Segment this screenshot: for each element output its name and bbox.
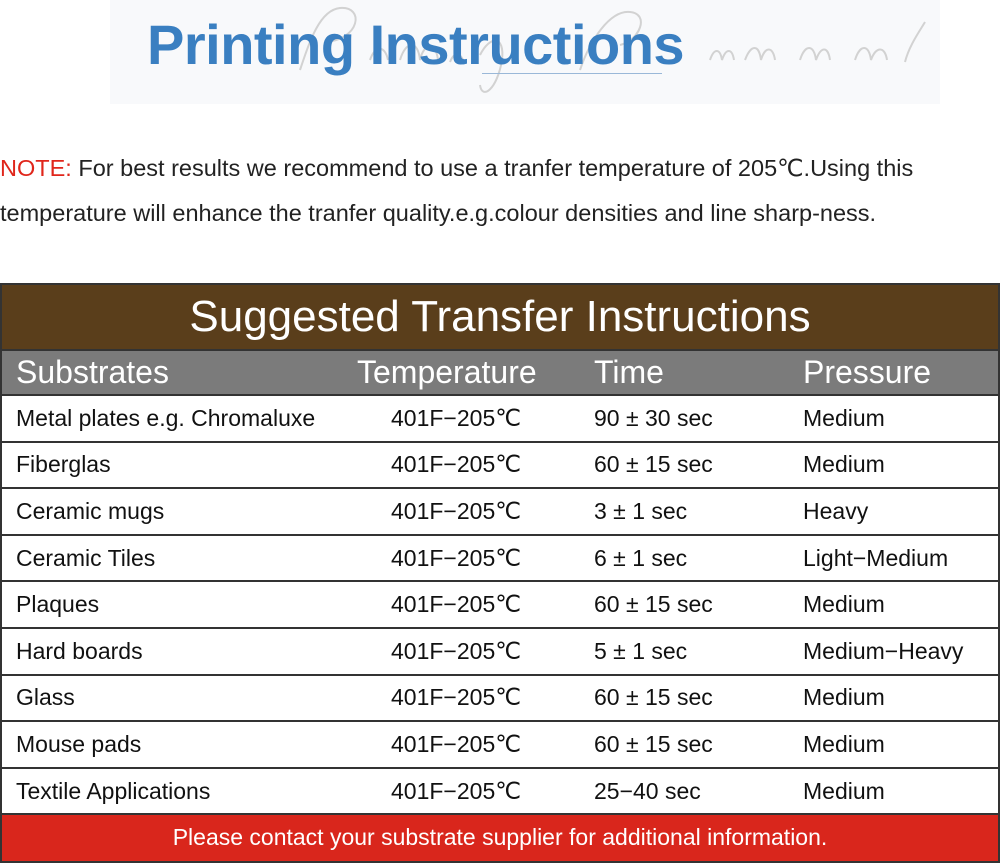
note-label: NOTE: bbox=[0, 155, 72, 181]
pressure-cell: Heavy bbox=[803, 497, 869, 524]
temperature-cell: 401F−205℃ bbox=[391, 730, 522, 757]
pressure-cell: Medium bbox=[803, 404, 885, 431]
table-row: Ceramic mugs 401F−205℃ 3 ± 1 sec Heavy bbox=[2, 489, 998, 536]
title-banner bbox=[110, 0, 940, 104]
table-row: Ceramic Tiles 401F−205℃ 6 ± 1 sec Light−Med… bbox=[2, 536, 998, 583]
time-cell: 60 ± 15 sec bbox=[594, 730, 713, 757]
time-cell: 6 ± 1 sec bbox=[594, 544, 688, 571]
time-cell: 90 ± 30 sec bbox=[594, 404, 713, 431]
substrate-cell: Ceramic mugs bbox=[16, 497, 165, 524]
title-watermark bbox=[299, 6, 926, 93]
substrate-cell: Plaques bbox=[16, 591, 100, 618]
table-row: Metal plates e.g. Chromaluxe 401F−205℃ 90 … bbox=[2, 396, 998, 443]
temperature-cell: 401F−205℃ bbox=[391, 684, 522, 711]
temperature-cell: 401F−205℃ bbox=[391, 637, 522, 664]
table-row: Hard boards 401F−205℃ 5 ± 1 sec Medium−Heav… bbox=[2, 629, 998, 676]
table-row: Plaques 401F−205℃ 60 ± 15 sec Medium bbox=[2, 582, 998, 629]
temperature-cell: 401F−205℃ bbox=[391, 451, 522, 478]
time-cell: 60 ± 15 sec bbox=[594, 684, 713, 711]
substrate-cell: Fiberglas bbox=[16, 451, 111, 478]
time-cell: 25−40 sec bbox=[594, 777, 701, 804]
substrate-cell: Hard boards bbox=[16, 637, 143, 664]
pressure-cell: Medium bbox=[803, 684, 885, 711]
table-body: Metal plates e.g. Chromaluxe 401F−205℃ 90 … bbox=[2, 396, 998, 816]
time-cell: 60 ± 15 sec bbox=[594, 451, 713, 478]
substrate-cell: Glass bbox=[16, 684, 75, 711]
substrate-cell: Metal plates e.g. Chromaluxe bbox=[16, 404, 316, 431]
page-title: Printing Instructions bbox=[147, 13, 685, 76]
temperature-cell: 401F−205℃ bbox=[391, 497, 522, 524]
temperature-cell: 401F−205℃ bbox=[391, 777, 522, 804]
substrate-cell: Textile Applications bbox=[16, 777, 211, 804]
temperature-cell: 401F−205℃ bbox=[391, 591, 522, 618]
pressure-cell: Medium bbox=[803, 591, 885, 618]
column-header: Substrates bbox=[16, 354, 169, 390]
pressure-cell: Medium bbox=[803, 777, 885, 804]
table-row: Fiberglas 401F−205℃ 60 ± 15 sec Medium bbox=[2, 443, 998, 490]
pressure-cell: Light−Medium bbox=[803, 544, 949, 571]
column-header: Temperature bbox=[357, 354, 537, 390]
table-footer: Please contact your substrate supplier f… bbox=[2, 815, 998, 862]
temperature-cell: 401F−205℃ bbox=[391, 544, 522, 571]
table-caption: Suggested Transfer Instructions bbox=[2, 285, 998, 351]
transfer-table: Suggested Transfer Instructions Substrat… bbox=[0, 283, 1000, 864]
pressure-cell: Medium bbox=[803, 730, 885, 757]
pressure-cell: Medium bbox=[803, 451, 885, 478]
table-row: Glass 401F−205℃ 60 ± 15 sec Medium bbox=[2, 676, 998, 723]
time-cell: 60 ± 15 sec bbox=[594, 591, 713, 618]
note-paragraph: NOTE: For best results we recommend to u… bbox=[0, 146, 990, 235]
title-underline bbox=[482, 73, 662, 74]
substrate-cell: Mouse pads bbox=[16, 730, 142, 757]
column-header: Pressure bbox=[803, 354, 932, 390]
time-cell: 3 ± 1 sec bbox=[594, 497, 688, 524]
pressure-cell: Medium−Heavy bbox=[803, 637, 964, 664]
column-header: Time bbox=[594, 354, 664, 390]
temperature-cell: 401F−205℃ bbox=[391, 404, 522, 431]
table-row: Mouse pads 401F−205℃ 60 ± 15 sec Medium bbox=[2, 722, 998, 769]
note-text: For best results we recommend to use a t… bbox=[0, 155, 914, 226]
substrate-cell: Ceramic Tiles bbox=[16, 544, 156, 571]
table-row: Textile Applications 401F−205℃ 25−40 sec Me… bbox=[2, 769, 998, 816]
time-cell: 5 ± 1 sec bbox=[594, 637, 688, 664]
table-header: Substrates Temperature Time Pressure bbox=[2, 351, 998, 396]
